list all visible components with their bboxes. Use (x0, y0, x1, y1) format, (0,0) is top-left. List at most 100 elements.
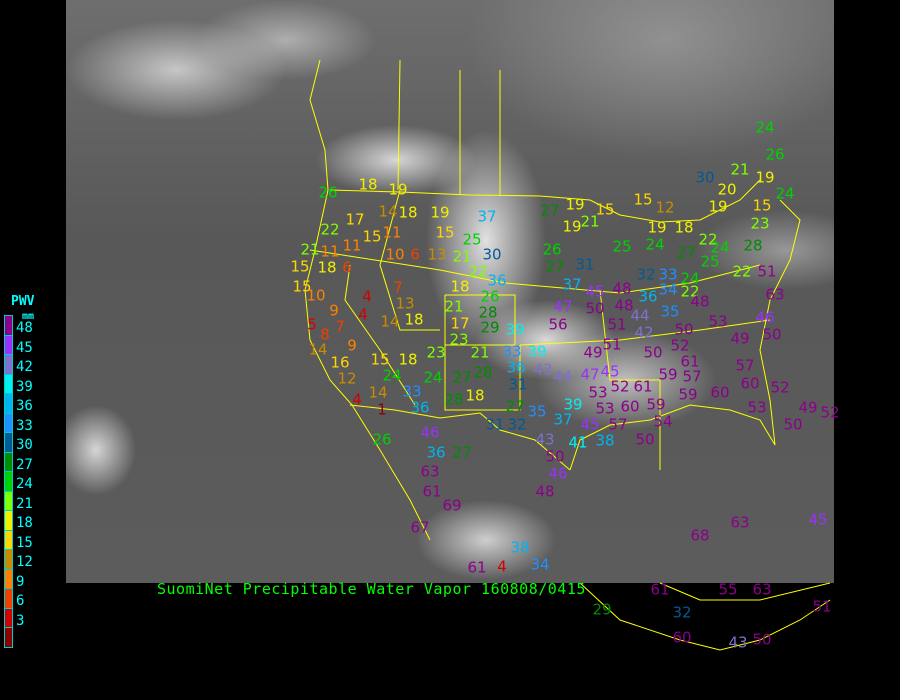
legend-tick-label: 45 (16, 339, 33, 356)
station-pwv-value: 49 (583, 343, 603, 362)
station-pwv-value: 51 (602, 335, 622, 354)
legend-tick-label: 24 (16, 476, 33, 492)
station-pwv-value: 46 (420, 423, 440, 442)
station-pwv-value: 27 (452, 443, 472, 462)
station-pwv-value: 14 (378, 202, 398, 221)
station-pwv-value: 51 (812, 597, 832, 616)
station-pwv-value: 25 (700, 252, 720, 271)
station-pwv-value: 48 (535, 482, 555, 501)
station-pwv-value: 23 (750, 214, 770, 233)
station-pwv-value: 10 (385, 245, 405, 264)
station-pwv-value: 15 (290, 257, 310, 276)
station-pwv-value: 26 (765, 145, 785, 164)
pacific-coast (304, 59, 431, 541)
station-pwv-value: 26 (372, 430, 392, 449)
legend-swatch (4, 355, 13, 375)
station-pwv-value: 50 (585, 299, 605, 318)
state-line (344, 264, 416, 406)
station-pwv-value: 15 (370, 350, 390, 369)
station-pwv-value: 28 (743, 236, 763, 255)
station-pwv-value: 7 (335, 317, 345, 336)
station-pwv-value: 24 (423, 368, 443, 387)
station-pwv-value: 60 (710, 383, 730, 402)
station-pwv-value: 23 (449, 330, 469, 349)
station-pwv-value: 55 (718, 580, 738, 599)
station-pwv-value: 53 (747, 398, 767, 417)
station-pwv-value: 22 (468, 262, 488, 281)
station-pwv-value: 13 (427, 245, 447, 264)
station-pwv-value: 53 (595, 399, 615, 418)
station-pwv-value: 19 (647, 218, 667, 237)
state-line (444, 294, 516, 346)
legend-swatch (4, 335, 13, 355)
state-line (599, 289, 661, 470)
station-pwv-value: 12 (655, 198, 675, 217)
station-pwv-value: 49 (798, 398, 818, 417)
legend-swatch (4, 550, 13, 570)
station-pwv-value: 14 (380, 312, 400, 331)
station-pwv-value: 52 (610, 377, 630, 396)
station-pwv-value: 54 (653, 412, 673, 431)
station-pwv-value: 30 (695, 168, 715, 187)
station-pwv-value: 34 (530, 555, 550, 574)
station-pwv-value: 52 (670, 336, 690, 355)
station-pwv-value: 27 (505, 397, 525, 416)
station-pwv-value: 39 (527, 342, 547, 361)
station-pwv-value: 24 (710, 238, 730, 257)
color-legend-bar (4, 315, 13, 648)
legend-tick-label: 39 (16, 378, 33, 395)
station-pwv-value: 38 (510, 538, 530, 557)
station-pwv-value: 27 (545, 257, 565, 276)
station-pwv-value: 18 (674, 218, 694, 237)
station-pwv-value: 21 (470, 343, 490, 362)
station-pwv-value: 18 (398, 350, 418, 369)
legend-swatch (4, 413, 13, 433)
station-pwv-value: 44 (630, 306, 650, 325)
station-pwv-value: 18 (450, 277, 470, 296)
station-pwv-value: 48 (614, 296, 634, 315)
station-pwv-value: 18 (358, 175, 378, 194)
legend-swatch (4, 569, 13, 589)
station-pwv-value: 27 (540, 201, 560, 220)
station-pwv-value: 19 (708, 197, 728, 216)
legend-swatch (4, 511, 13, 531)
station-pwv-value: 50 (752, 630, 772, 649)
station-pwv-value: 32 (672, 603, 692, 622)
station-pwv-value: 46 (755, 308, 775, 327)
station-pwv-value: 68 (690, 526, 710, 545)
station-pwv-value: 61 (633, 377, 653, 396)
station-pwv-value: 36 (487, 271, 507, 290)
legend-tick-label: 9 (16, 573, 25, 590)
legend-tick-label: 12 (16, 554, 33, 570)
station-pwv-value: 61 (422, 482, 442, 501)
station-pwv-value: 43 (535, 430, 555, 449)
legend-unit: mm (22, 311, 35, 322)
station-pwv-value: 21 (444, 297, 464, 316)
station-pwv-value: 36 (410, 398, 430, 417)
station-pwv-value: 36 (638, 287, 658, 306)
legend-tick-label: 30 (16, 437, 33, 453)
station-pwv-value: 24 (775, 184, 795, 203)
station-pwv-value: 15 (362, 227, 382, 246)
us-mexico-border (349, 404, 571, 471)
station-pwv-value: 24 (680, 269, 700, 288)
station-pwv-value: 6 (410, 245, 420, 264)
legend-tick-label: 33 (16, 417, 33, 434)
station-pwv-value: 60 (620, 397, 640, 416)
station-pwv-value: 14 (308, 340, 328, 359)
station-pwv-value: 26 (480, 287, 500, 306)
station-pwv-value: 15 (595, 200, 615, 219)
station-pwv-value: 4 (362, 287, 372, 306)
station-pwv-value: 11 (342, 236, 362, 255)
station-pwv-value: 39 (505, 320, 525, 339)
station-pwv-value: 18 (398, 203, 418, 222)
map-title: SuomiNet Precipitable Water Vapor 160808… (157, 580, 586, 598)
station-pwv-value: 44 (553, 367, 573, 386)
station-pwv-value: 32 (636, 265, 656, 284)
station-pwv-value: 33 (502, 342, 522, 361)
station-pwv-value: 24 (755, 118, 775, 137)
station-pwv-value: 30 (482, 245, 502, 264)
station-pwv-value: 41 (568, 433, 588, 452)
station-pwv-value: 63 (730, 513, 750, 532)
